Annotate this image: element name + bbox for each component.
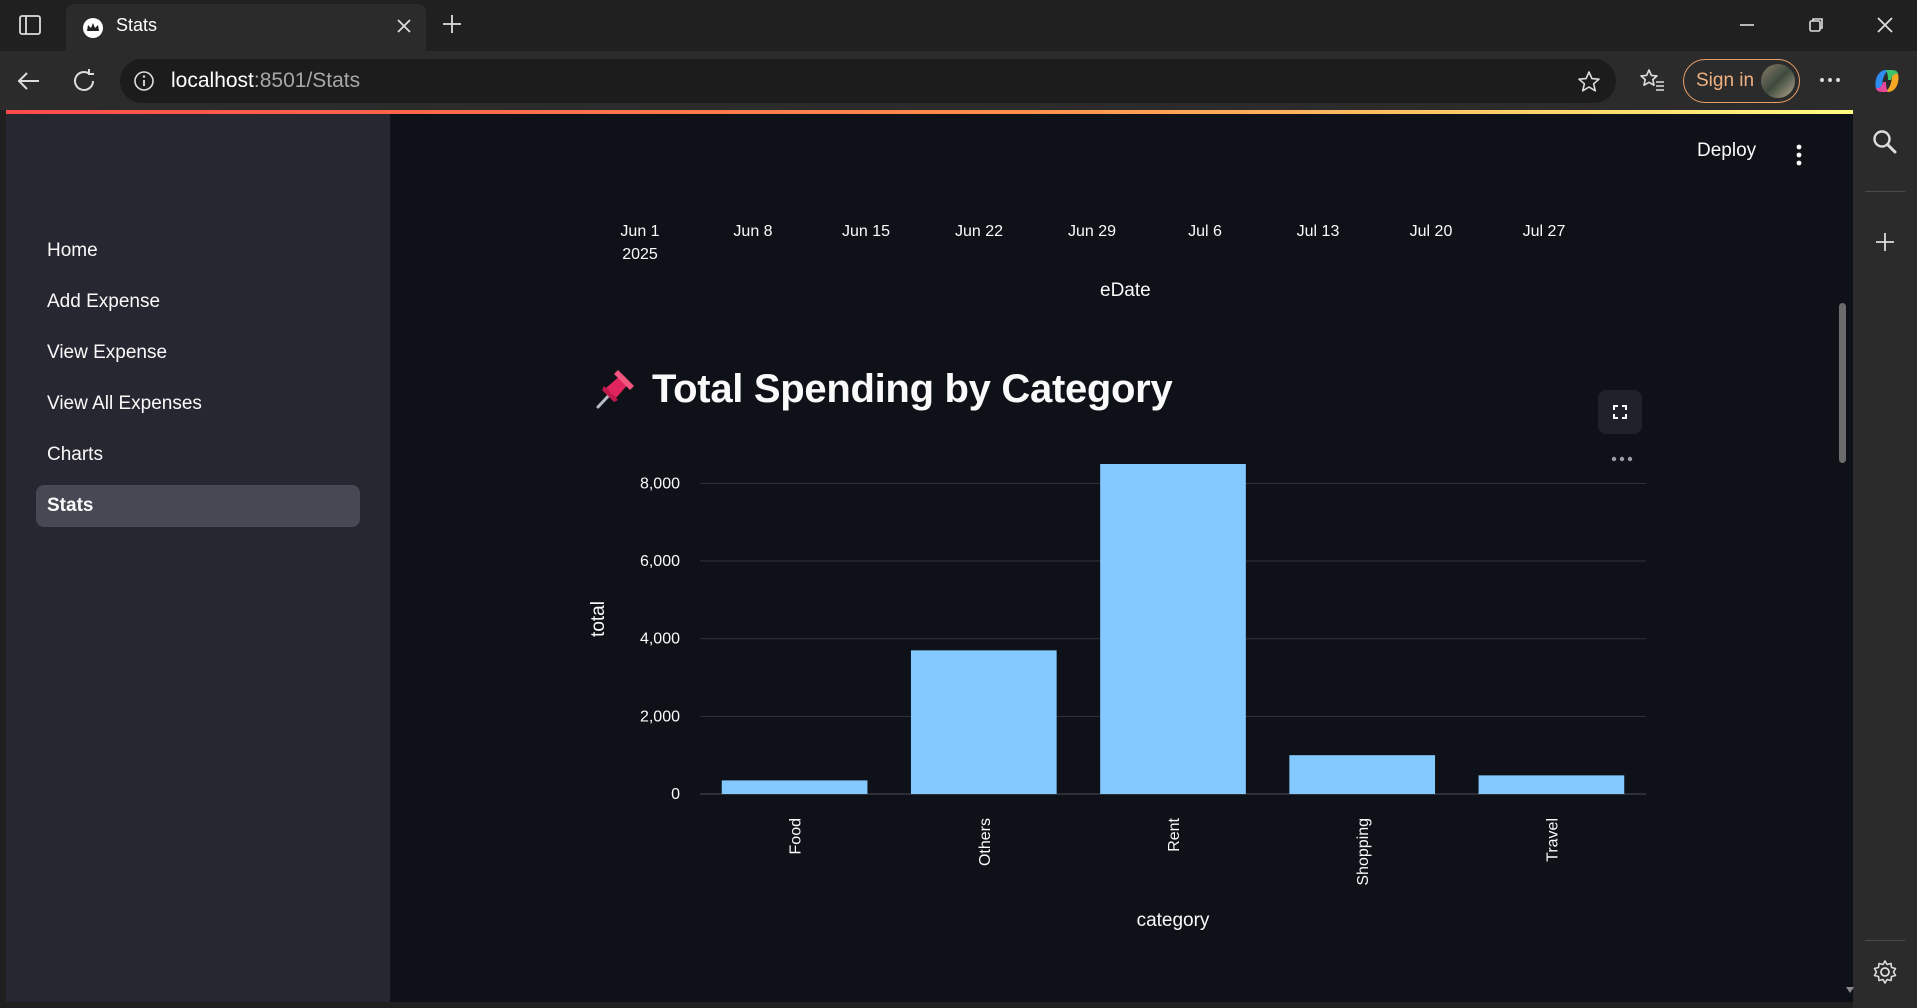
- divider: [1865, 191, 1905, 192]
- sidebar-item-label: View Expense: [47, 342, 168, 363]
- chart-actions-icon[interactable]: [1610, 455, 1634, 463]
- date-tick: Jun 29: [1067, 223, 1117, 240]
- avatar: [1761, 64, 1795, 98]
- sign-in-button[interactable]: Sign in: [1683, 59, 1800, 103]
- y-tick-label: 0: [671, 786, 680, 803]
- browser-tab-stats[interactable]: Stats: [66, 4, 426, 51]
- sign-in-label: Sign in: [1696, 70, 1755, 91]
- date-tick: Jul 27: [1522, 223, 1566, 240]
- sidebar-item-view-expense[interactable]: View Expense: [36, 332, 360, 374]
- date-year-label: 2025: [622, 246, 658, 263]
- bar: [1478, 775, 1625, 794]
- x-tick-label: Others: [977, 818, 994, 866]
- sidebar-item-label: Stats: [47, 495, 94, 516]
- divider: [1865, 940, 1905, 941]
- url-text[interactable]: localhost:8501/Stats: [171, 69, 360, 93]
- favorite-star-icon[interactable]: [1576, 69, 1602, 95]
- bar: [721, 780, 868, 794]
- sidebar-item-label: Home: [47, 240, 98, 261]
- add-icon[interactable]: [1871, 228, 1899, 256]
- app-sidebar: Home Add Expense View Expense View All E…: [6, 114, 390, 1002]
- section-title: Total Spending by Category: [652, 366, 1173, 411]
- section-header: Total Spending by Category: [592, 366, 1173, 412]
- date-tick: Jun 15: [841, 223, 891, 240]
- reload-icon[interactable]: [69, 66, 99, 96]
- sidebar-item-view-all-expenses[interactable]: View All Expenses: [36, 383, 360, 425]
- x-tick-label: Shopping: [1355, 818, 1372, 886]
- browser-toolbar: localhost:8501/Stats Sign in: [0, 51, 1917, 110]
- page-scrollbar[interactable]: [1839, 303, 1846, 463]
- browser-tab-bar: Stats: [0, 0, 1917, 51]
- x-tick-label: Travel: [1544, 818, 1561, 862]
- date-tick: Jun 1 2025: [580, 220, 700, 266]
- app-header-decoration: [6, 110, 1853, 114]
- url-host: localhost: [171, 69, 254, 92]
- url-path: :8501/Stats: [253, 69, 361, 92]
- sidebar-item-charts[interactable]: Charts: [36, 434, 360, 476]
- close-window-icon[interactable]: [1872, 12, 1898, 38]
- y-tick-label: 4,000: [640, 631, 680, 648]
- site-info-icon[interactable]: [133, 70, 155, 92]
- close-tab-icon[interactable]: [394, 16, 414, 36]
- new-tab-icon[interactable]: [440, 12, 464, 36]
- sidebar-item-label: Charts: [47, 444, 103, 465]
- copilot-icon[interactable]: [1870, 64, 1904, 98]
- x-axis-title: category: [1137, 910, 1210, 931]
- fullscreen-button[interactable]: [1598, 390, 1642, 434]
- sidebar-item-add-expense[interactable]: Add Expense: [36, 281, 360, 323]
- streamlit-crown-icon: [83, 18, 103, 38]
- sidebar-item-home[interactable]: Home: [36, 230, 360, 272]
- bar: [910, 650, 1057, 794]
- sidebar-item-label: Add Expense: [47, 291, 161, 312]
- restore-icon[interactable]: [1803, 12, 1829, 38]
- y-tick-label: 6,000: [640, 553, 680, 570]
- sidebar-item-label: View All Expenses: [47, 393, 202, 414]
- scroll-down-icon[interactable]: [1845, 986, 1855, 994]
- search-icon[interactable]: [1871, 128, 1899, 156]
- gear-icon[interactable]: [1871, 958, 1899, 986]
- bar: [1100, 464, 1246, 794]
- fullscreen-icon: [1613, 405, 1627, 419]
- bar: [1289, 755, 1436, 794]
- date-tick: Jul 13: [1296, 223, 1340, 240]
- main-menu-icon[interactable]: [1794, 142, 1804, 168]
- edge-sidebar: [1853, 110, 1917, 1008]
- y-tick-label: 8,000: [640, 475, 680, 492]
- address-bar[interactable]: localhost:8501/Stats: [120, 59, 1616, 103]
- date-tick: Jul 20: [1409, 223, 1453, 240]
- y-axis-title: total: [588, 601, 609, 637]
- deploy-button[interactable]: Deploy: [1697, 140, 1757, 161]
- sidebar-item-stats[interactable]: Stats: [36, 485, 360, 527]
- tab-title: Stats: [116, 15, 158, 35]
- more-options-icon[interactable]: [1816, 66, 1844, 94]
- x-tick-label: Food: [788, 818, 805, 854]
- category-bar-chart: 0 2,000 4,000 6,000 8,000 Food Others Rent Shopp…: [588, 464, 1646, 931]
- x-tick-label: Rent: [1166, 817, 1183, 851]
- streamlit-app: Home Add Expense View Expense View All E…: [6, 110, 1853, 1002]
- minimize-icon[interactable]: [1734, 12, 1760, 38]
- y-tick-label: 2,000: [640, 708, 680, 725]
- favorites-icon[interactable]: [1638, 66, 1666, 94]
- back-icon[interactable]: [14, 66, 44, 96]
- pushpin-icon: [596, 370, 634, 409]
- date-tick-label: Jun 1: [620, 223, 660, 240]
- tab-actions-icon[interactable]: [18, 13, 42, 37]
- date-tick: Jul 6: [1188, 223, 1222, 240]
- date-tick: Jun 22: [954, 223, 1004, 240]
- date-tick: Jun 8: [733, 223, 773, 240]
- date-axis-title: eDate: [1100, 280, 1151, 301]
